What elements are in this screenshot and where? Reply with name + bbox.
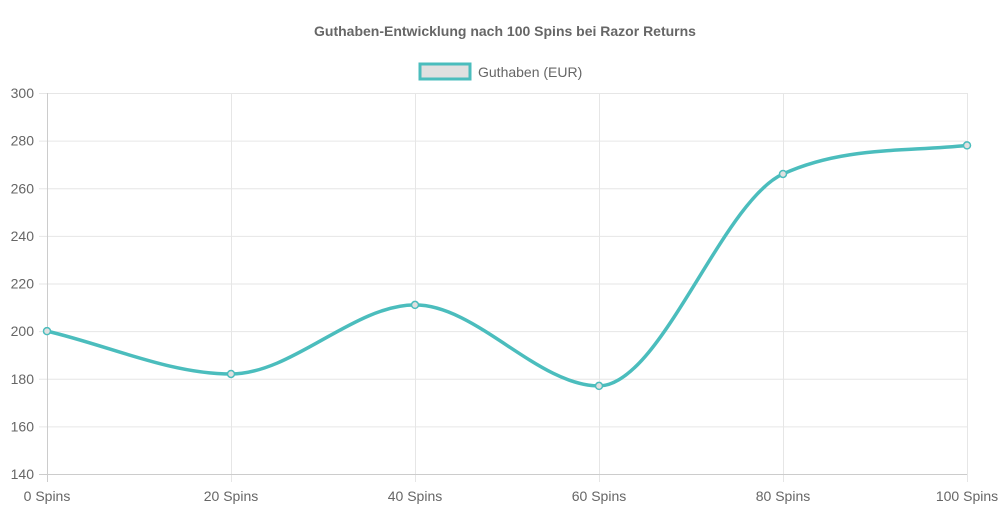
legend-label: Guthaben (EUR) <box>478 64 582 80</box>
data-point[interactable] <box>594 381 604 391</box>
y-tick-label: 160 <box>11 418 35 434</box>
x-tick-label: 20 Spins <box>204 488 258 504</box>
x-tick-label: 100 Spins <box>936 488 998 504</box>
legend-swatch <box>418 62 472 81</box>
y-tick-label: 200 <box>11 323 35 339</box>
y-tick-label: 180 <box>11 371 35 387</box>
x-tick-label: 0 Spins <box>24 488 71 504</box>
grid-lines <box>39 93 968 482</box>
data-point[interactable] <box>778 169 788 179</box>
x-axis-tick-labels: 0 Spins 20 Spins 40 Spins 60 Spins 80 Spins 1… <box>24 488 998 504</box>
series-line <box>45 143 969 388</box>
y-tick-label: 260 <box>11 180 35 196</box>
data-point[interactable] <box>42 326 52 336</box>
x-tick-label: 60 Spins <box>572 488 626 504</box>
y-axis-tick-labels: 140 160 180 200 220 240 260 280 300 <box>11 85 35 482</box>
y-tick-label: 220 <box>11 276 35 292</box>
data-point[interactable] <box>226 369 236 379</box>
data-point[interactable] <box>962 141 972 150</box>
data-points <box>42 141 972 391</box>
y-tick-label: 300 <box>11 85 35 101</box>
data-point[interactable] <box>410 300 420 310</box>
chart-legend[interactable]: Guthaben (EUR) <box>418 62 582 81</box>
y-tick-label: 240 <box>11 228 35 244</box>
y-tick-label: 280 <box>11 133 35 149</box>
chart-title: Guthaben-Entwicklung nach 100 Spins bei … <box>314 23 696 39</box>
data-series <box>45 143 969 388</box>
x-tick-label: 40 Spins <box>388 488 442 504</box>
y-tick-label: 140 <box>11 466 35 482</box>
axes <box>39 93 967 482</box>
x-tick-label: 80 Spins <box>756 488 810 504</box>
